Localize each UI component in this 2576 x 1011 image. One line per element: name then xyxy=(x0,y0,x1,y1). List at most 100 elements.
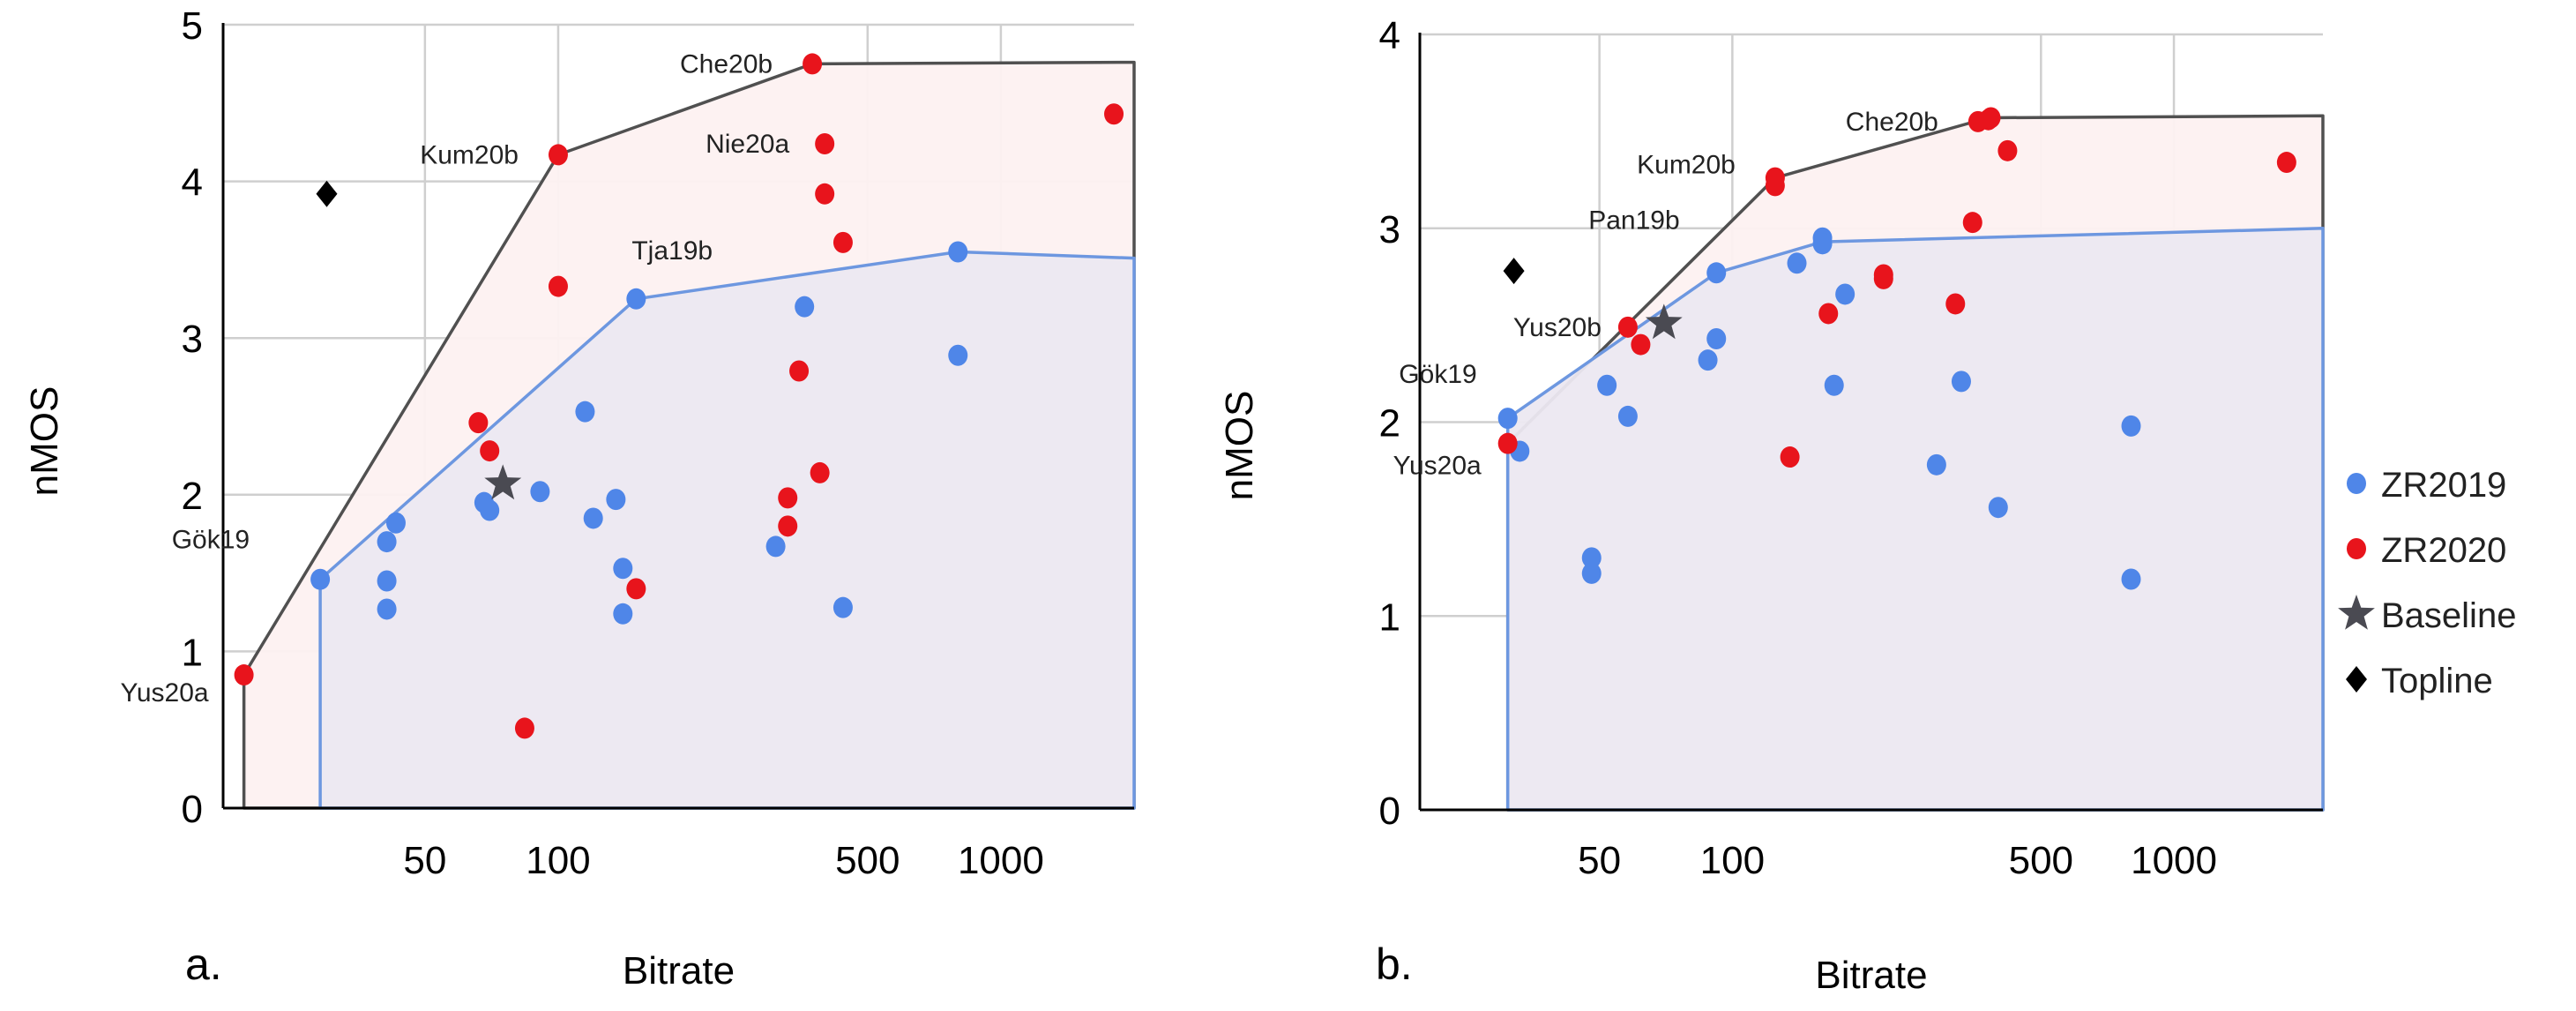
point-zr2019 xyxy=(1617,405,1638,427)
legend: ZR2019 ZR2020 Baseline Topline xyxy=(2338,466,2516,700)
point-zr2020 xyxy=(234,664,254,686)
point-zr2019 xyxy=(1988,497,2008,519)
point-zr2020 xyxy=(1945,293,1966,315)
y-axis-title: nMOS xyxy=(1218,391,1261,501)
point-zr2020 xyxy=(514,717,534,739)
point-zr2019 xyxy=(385,512,406,534)
point-zr2019 xyxy=(833,596,853,618)
x-tick-label: 50 xyxy=(1578,839,1621,882)
point-zr2019 xyxy=(2121,415,2141,437)
point-zr2020 xyxy=(778,487,798,509)
point-label: Yus20a xyxy=(120,678,208,708)
point-label: Nie20a xyxy=(706,130,789,159)
legend-marker-topline xyxy=(2346,666,2367,693)
point-zr2019 xyxy=(1597,374,1617,396)
chart-b: 0 1 2 3 4 50 100 500 1000 Gök19 Pan19b Yus20a Yus20b… xyxy=(1218,14,2325,997)
point-zr2019 xyxy=(310,568,331,590)
y-tick-label: 3 xyxy=(1379,208,1400,251)
x-tick-label: 500 xyxy=(2009,839,2073,882)
point-label: Gök19 xyxy=(1399,360,1476,389)
x-tick-label: 50 xyxy=(403,839,446,882)
x-tick-label: 1000 xyxy=(2131,839,2217,882)
point-zr2019 xyxy=(1706,328,1727,350)
point-zr2020 xyxy=(803,53,823,75)
point-zr2020 xyxy=(833,231,853,253)
panel-label: b. xyxy=(1376,940,1413,989)
point-zr2019 xyxy=(377,570,397,592)
point-zr2019 xyxy=(1497,408,1518,430)
point-zr2019 xyxy=(606,489,626,511)
y-tick-label: 4 xyxy=(1379,14,1400,57)
point-zr2020 xyxy=(815,132,835,154)
point-zr2020 xyxy=(548,144,568,166)
legend-marker-baseline xyxy=(2338,595,2375,630)
point-label: Kum20b xyxy=(1637,151,1736,180)
point-zr2019 xyxy=(480,499,500,521)
x-tick-label: 100 xyxy=(526,839,590,882)
point-label: Yus20a xyxy=(1393,452,1482,481)
frontier-area xyxy=(1505,227,2325,812)
point-zr2019 xyxy=(377,531,397,553)
point-baseline xyxy=(1645,303,1683,340)
point-zr2020 xyxy=(1617,316,1638,338)
point-zr2020 xyxy=(1962,212,1982,234)
point-zr2019 xyxy=(1835,283,1855,305)
point-zr2019 xyxy=(583,507,603,529)
point-label: Pan19b xyxy=(1588,206,1679,235)
point-zr2019 xyxy=(1787,252,1807,274)
point-zr2019 xyxy=(948,241,968,263)
point-zr2019 xyxy=(626,288,646,310)
point-label: Yus20b xyxy=(1513,313,1602,342)
y-axis-title: nMOS xyxy=(23,386,66,497)
point-zr2019 xyxy=(765,535,786,558)
point-zr2019 xyxy=(1926,453,1946,476)
x-axis-title: Bitrate xyxy=(623,949,735,992)
point-zr2020 xyxy=(1765,175,1785,197)
point-zr2019 xyxy=(613,558,633,580)
point-zr2019 xyxy=(377,598,397,620)
point-zr2020 xyxy=(2276,152,2296,174)
point-zr2020 xyxy=(548,275,568,297)
x-tick-label: 1000 xyxy=(958,839,1044,882)
point-zr2019 xyxy=(1698,349,1718,371)
point-zr2019 xyxy=(795,296,815,318)
point-label: Che20b xyxy=(1846,108,1938,137)
point-zr2019 xyxy=(1824,374,1844,396)
x-tick-label: 500 xyxy=(835,839,900,882)
x-axis-title: Bitrate xyxy=(1815,954,1927,997)
frontier-area xyxy=(318,250,1136,810)
legend-label: Baseline xyxy=(2381,596,2516,635)
point-zr2020 xyxy=(1818,303,1839,325)
point-zr2020 xyxy=(1780,446,1800,468)
point-label: Kum20b xyxy=(420,140,519,169)
point-zr2020 xyxy=(1997,139,2018,161)
point-zr2020 xyxy=(1497,432,1518,454)
panel-label: a. xyxy=(185,940,222,989)
legend-marker-zr2019 xyxy=(2347,473,2366,494)
point-zr2019 xyxy=(613,603,633,625)
point-zr2020 xyxy=(789,360,810,382)
y-tick-label: 5 xyxy=(182,4,203,48)
legend-label: ZR2019 xyxy=(2381,466,2506,505)
point-zr2019 xyxy=(948,344,968,366)
point-zr2019 xyxy=(1812,233,1833,255)
legend-label: Topline xyxy=(2381,662,2493,700)
point-zr2019 xyxy=(1951,371,1971,393)
legend-label: ZR2020 xyxy=(2381,531,2506,570)
point-zr2019 xyxy=(2121,568,2141,590)
point-zr2020 xyxy=(810,461,830,483)
chart-a: 0 1 2 3 4 5 50 100 500 1000 Gök19 Tja19b Yus20a Kum20… xyxy=(23,4,1136,992)
point-baseline xyxy=(484,464,522,500)
point-zr2019 xyxy=(1581,547,1602,569)
point-zr2020 xyxy=(815,183,835,205)
point-zr2019 xyxy=(530,481,550,503)
point-zr2019 xyxy=(575,401,595,423)
y-tick-label: 3 xyxy=(182,318,203,361)
point-topline xyxy=(1503,258,1525,285)
point-zr2020 xyxy=(468,412,489,434)
y-tick-label: 0 xyxy=(182,788,203,831)
point-label: Gök19 xyxy=(172,526,250,555)
point-zr2020 xyxy=(1104,103,1124,125)
y-tick-label: 2 xyxy=(182,475,203,518)
